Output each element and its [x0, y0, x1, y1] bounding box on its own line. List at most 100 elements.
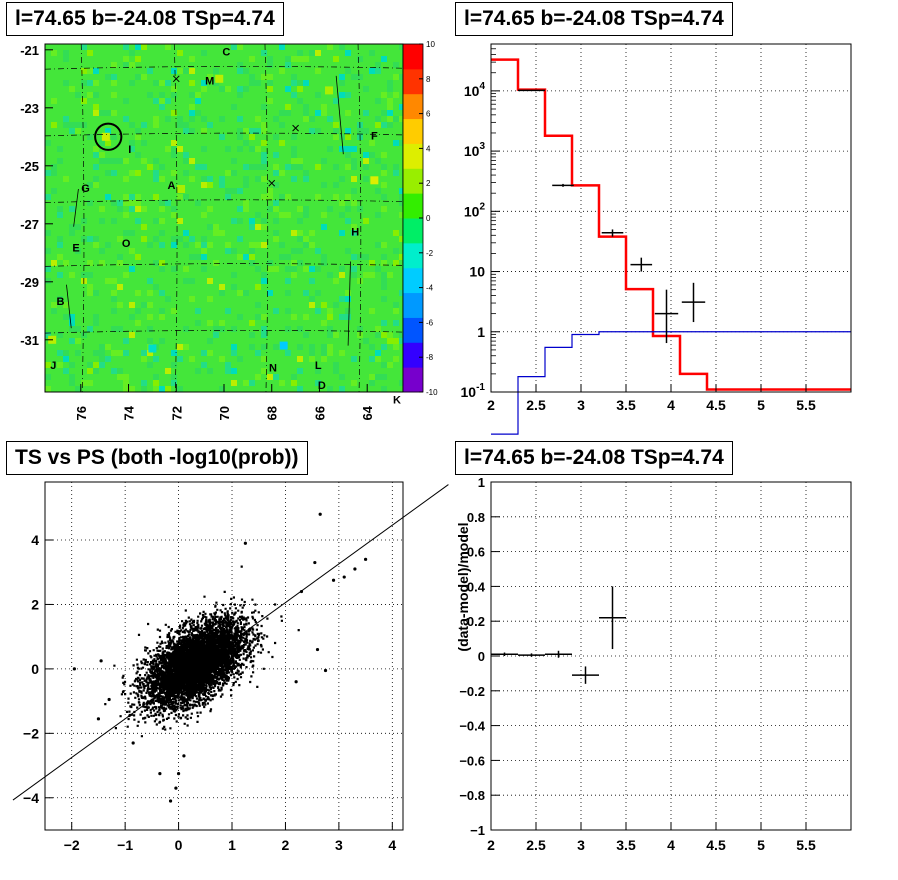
- heatmap-cell: [69, 320, 75, 326]
- colorbar-segment: [403, 168, 423, 194]
- heatmap-cell: [327, 44, 333, 50]
- heatmap-cell: [75, 248, 81, 254]
- heatmap-cell: [135, 320, 141, 326]
- plot-frame: [44, 481, 404, 831]
- heatmap-cell: [345, 164, 351, 170]
- heatmap-cell: [381, 284, 387, 290]
- heatmap-cell: [363, 86, 369, 92]
- heatmap-cell: [375, 332, 381, 338]
- heatmap-cell: [99, 344, 105, 350]
- heatmap-cell: [105, 278, 111, 284]
- heatmap-cell: [297, 368, 303, 374]
- heatmap-cell: [129, 140, 135, 146]
- heatmap-cell: [141, 386, 147, 392]
- heatmap-cell: [369, 356, 375, 362]
- heatmap-cell: [321, 260, 327, 266]
- heatmap-cell: [69, 128, 75, 134]
- heatmap-cell: [285, 350, 291, 356]
- map-label-b: B: [57, 296, 65, 308]
- heatmap-cell: [387, 122, 393, 128]
- heatmap-cell: [243, 68, 249, 74]
- y-axis-label: (data-model)/model: [455, 522, 471, 651]
- heatmap-cell: [249, 320, 255, 326]
- scatter-point: [176, 772, 181, 776]
- colorbar-segment: [403, 193, 423, 219]
- heatmap-cell: [159, 92, 165, 98]
- heatmap-cell: [351, 266, 357, 272]
- heatmap-cell: [147, 350, 153, 356]
- heatmap-cell: [87, 284, 93, 290]
- heatmap-cell: [303, 314, 309, 320]
- heatmap-cell: [117, 374, 123, 380]
- heatmap-cell: [399, 104, 405, 110]
- heatmap-cell: [291, 230, 297, 236]
- heatmap-cell: [249, 332, 255, 338]
- heatmap-cell: [381, 344, 387, 350]
- x-tick-label: 3: [335, 837, 343, 853]
- heatmap-cell: [273, 230, 279, 236]
- heatmap-cell: [237, 116, 243, 122]
- y-tick-label: -23: [20, 101, 39, 116]
- heatmap-cell: [63, 260, 69, 266]
- heatmap-cell: [159, 206, 165, 212]
- heatmap-cell: [381, 278, 387, 284]
- heatmap-cell: [111, 110, 117, 116]
- heatmap-cell: [351, 254, 357, 260]
- heatmap-cell: [261, 194, 267, 200]
- heatmap-cell: [189, 116, 195, 122]
- heatmap-cell: [141, 380, 147, 386]
- heatmap-cell: [345, 206, 351, 212]
- heatmap-cell: [57, 254, 63, 260]
- heatmap-cell: [201, 164, 207, 170]
- heatmap-cell: [249, 164, 255, 170]
- cross-marker: [172, 75, 180, 83]
- y-tick-label: 104: [464, 81, 486, 99]
- heatmap-cell: [81, 380, 87, 386]
- heatmap-cell: [345, 68, 351, 74]
- heatmap-cell: [303, 116, 309, 122]
- heatmap-cell: [285, 110, 291, 116]
- heatmap-cell: [315, 266, 321, 272]
- heatmap-cell: [57, 296, 63, 302]
- heatmap-cell: [375, 266, 381, 272]
- heatmap-cell: [123, 200, 129, 206]
- heatmap-cell: [111, 200, 117, 206]
- heatmap-cell: [339, 296, 345, 302]
- map-label-m: M: [205, 76, 214, 88]
- heatmap-cell: [207, 122, 213, 128]
- heatmap-cell: [129, 122, 135, 128]
- heatmap-cell: [297, 218, 303, 224]
- heatmap-cell: [231, 272, 237, 278]
- heatmap-cell: [357, 74, 363, 80]
- heatmap-cell: [285, 266, 291, 272]
- heatmap-cell: [297, 356, 303, 362]
- heatmap-cell: [333, 182, 339, 188]
- heatmap-cell: [249, 80, 255, 86]
- heatmap-cell: [201, 248, 207, 254]
- heatmap-cell: [393, 140, 399, 146]
- heatmap-cell: [375, 326, 381, 332]
- heatmap-cell: [279, 44, 285, 50]
- heatmap-cell: [339, 230, 345, 236]
- heatmap-cell: [261, 74, 267, 80]
- heatmap-cell: [309, 266, 315, 272]
- heatmap-cell: [315, 248, 321, 254]
- heatmap-cell: [141, 356, 147, 362]
- heatmap-cell: [87, 50, 93, 56]
- heatmap-cell: [237, 44, 243, 50]
- heatmap-cell: [141, 224, 147, 230]
- heatmap-cell: [171, 380, 177, 386]
- heatmap-cell: [219, 284, 225, 290]
- heatmap-cell: [291, 266, 297, 272]
- heatmap-cell: [381, 362, 387, 368]
- heatmap-cell: [231, 344, 237, 350]
- heatmap-cell: [51, 260, 57, 266]
- heatmap-cell: [135, 152, 141, 158]
- heatmap-cell: [297, 158, 303, 164]
- heatmap-cell: [375, 242, 381, 248]
- colorbar-tick-label: 4: [426, 144, 431, 153]
- x-tick-label: 2.5: [526, 837, 546, 853]
- heatmap-cell: [285, 56, 291, 62]
- heatmap-cell: [363, 128, 369, 134]
- heatmap-cell: [93, 110, 99, 116]
